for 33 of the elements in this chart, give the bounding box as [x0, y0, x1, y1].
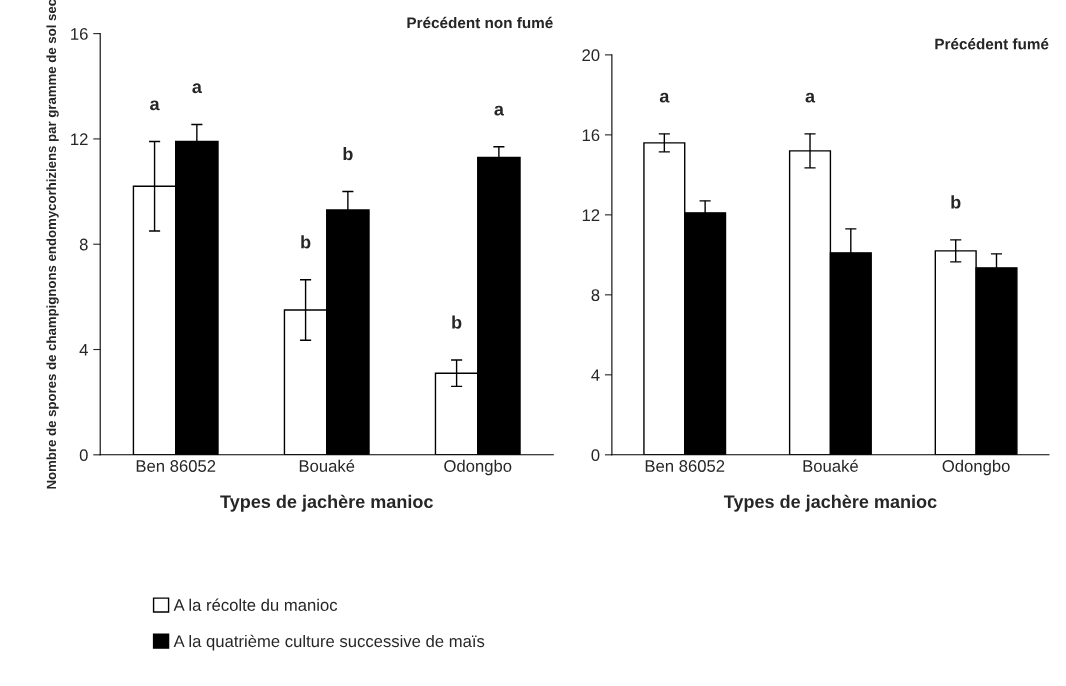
- legend-label: A la récolte du manioc: [173, 598, 338, 611]
- annotation: b: [951, 195, 961, 209]
- x-tick-label: Bouaké: [299, 459, 355, 472]
- x-tick-label: Odongbo: [444, 459, 512, 476]
- annotation: a: [805, 92, 816, 103]
- annotation: a: [494, 105, 505, 116]
- annotation: a: [150, 100, 160, 111]
- y-axis-title: Nombre de spores de champignons endomycorhiziens par gramme de sol sec: [46, 0, 59, 489]
- y-tick-label: 4: [79, 344, 88, 356]
- y-tick-label: 12: [582, 209, 600, 221]
- x-tick-label: Ben 86052: [136, 460, 216, 472]
- y-tick-label: 8: [79, 238, 88, 251]
- y-tick-label: 16: [71, 28, 88, 40]
- legend-label: A la quatrième culture successive de maïs: [173, 634, 485, 651]
- x-tick-label: Ben 86052: [645, 460, 725, 472]
- y-tick-label: 0: [591, 449, 600, 462]
- x-axis-title: Types de jachère manioc: [220, 494, 433, 512]
- y-tick-label: 20: [582, 49, 600, 62]
- chart-title: Précédent fumé: [935, 38, 1049, 50]
- x-tick-label: Bouaké: [803, 459, 858, 472]
- annotation: a: [659, 92, 670, 103]
- annotation: b: [301, 235, 311, 249]
- x-tick-label: Odongbo: [942, 459, 1010, 476]
- y-tick-label: 16: [582, 129, 600, 142]
- x-axis-title: Types de jachère manioc: [723, 494, 937, 512]
- annotation: b: [452, 315, 462, 329]
- chart-title: Précédent non fumé: [407, 16, 553, 29]
- y-tick-label: 12: [71, 133, 88, 145]
- y-tick-label: 0: [79, 449, 88, 462]
- annotation: a: [192, 83, 202, 94]
- y-tick-label: 4: [591, 369, 600, 381]
- y-tick-label: 8: [591, 289, 600, 302]
- annotation: b: [343, 147, 353, 161]
